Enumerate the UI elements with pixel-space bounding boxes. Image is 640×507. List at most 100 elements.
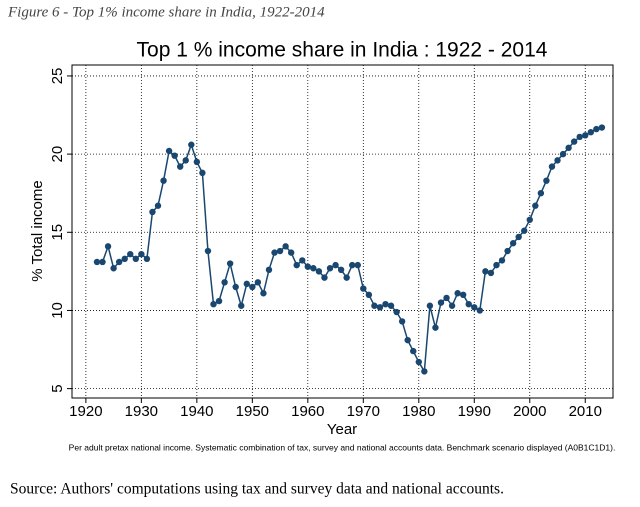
data-point [498,257,506,264]
x-tick-label: 2010 [569,403,602,420]
data-point [165,147,173,155]
data-point [110,265,117,272]
source-note: Source: Authors' computations using tax … [10,481,504,498]
data-point [454,290,461,297]
data-point [171,152,178,159]
data-point [465,300,472,308]
data-point [210,300,217,308]
data-point [471,304,478,311]
data-point [221,279,228,286]
data-point [376,304,384,311]
data-point [349,261,356,269]
x-tick-label: 1990 [458,403,491,420]
data-point [93,258,101,266]
data-point [127,250,134,258]
data-point [559,150,567,158]
data-point [326,265,334,272]
data-point [293,261,300,269]
data-point [215,297,223,305]
data-point [448,302,456,309]
y-axis-label: % Total income [29,180,46,281]
data-point [404,336,411,344]
data-point [149,208,156,216]
data-point [487,269,495,277]
x-tick-label: 2000 [513,403,546,420]
data-point [238,302,245,309]
data-point [537,189,545,197]
y-tick-label: 25 [49,68,66,85]
data-point [226,260,234,267]
data-point [387,302,395,309]
data-point [476,307,484,314]
x-tick-label: 1980 [402,403,435,420]
data-point [99,258,106,266]
data-point [121,255,128,263]
data-point [354,261,361,269]
data-point [254,279,262,286]
data-point [382,300,389,308]
data-point [565,144,572,152]
data-point [459,291,467,299]
data-point [421,368,428,375]
data-point [276,247,284,255]
data-point [104,243,112,250]
data-point [587,129,595,136]
data-point [543,177,550,184]
data-point [415,358,422,366]
plot-frame [71,64,614,399]
chart-title: Top 1 % income share in India : 1922 - 2… [137,39,548,62]
data-point [193,158,201,166]
data-point [204,247,212,255]
data-point [132,255,140,263]
data-point [554,157,561,164]
data-point [199,169,206,177]
data-point [177,163,184,170]
x-tick-label: 1920 [69,403,102,420]
data-point [299,257,306,264]
data-point [343,274,350,281]
x-tick-label: 1950 [236,403,269,420]
data-point [249,283,256,291]
data-point [143,255,151,263]
data-point [515,233,522,241]
data-point [532,202,539,209]
data-line [96,126,603,374]
data-point [243,280,250,288]
data-point [260,290,267,297]
data-point [393,308,400,316]
data-point [332,261,339,269]
data-point [287,249,295,256]
data-point [598,124,606,131]
data-point [576,133,583,141]
data-point [360,285,367,292]
data-point [548,163,556,170]
data-point [188,141,195,148]
data-point [493,261,500,269]
data-point [182,157,189,164]
data-point [398,318,406,325]
data-point [315,268,323,275]
data-point [321,274,328,281]
y-tick-label: 20 [49,146,66,163]
data-point [593,125,600,133]
chart-note: Per adult pretax national income. System… [69,442,616,452]
data-point [265,266,273,274]
data-point [282,243,289,250]
data-point [154,202,162,209]
data-point [482,268,489,275]
x-tick-label: 1940 [180,403,213,420]
data-point [432,324,439,331]
data-point [365,291,373,299]
x-axis-label: Year [327,421,357,438]
data-point [521,227,528,234]
x-tick-label: 1970 [347,403,380,420]
data-point [410,347,417,355]
data-point [304,263,312,270]
data-point [582,132,589,139]
data-point [232,283,239,291]
data-point [526,216,533,223]
data-point [310,265,317,272]
data-point [504,247,511,255]
data-point [570,138,578,145]
